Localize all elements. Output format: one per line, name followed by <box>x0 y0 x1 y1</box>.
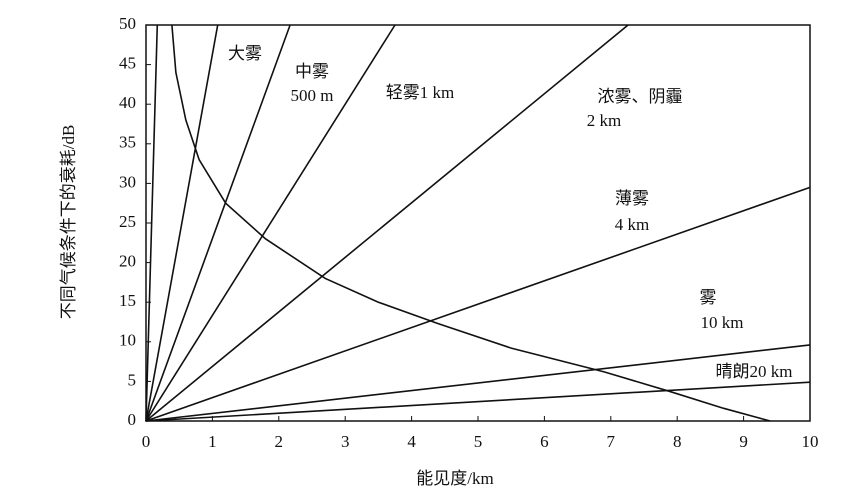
x-tick-label: 10 <box>802 432 819 451</box>
annotation: 晴朗20 km <box>716 362 793 381</box>
annotation: 中雾 <box>295 62 329 81</box>
line <box>145 24 159 422</box>
annotation: 薄雾 <box>615 189 649 208</box>
y-axis-label: 不同气候条件下的衰耗/dB <box>59 125 78 320</box>
x-tick-label: 3 <box>341 432 350 451</box>
annotation: 轻雾1 km <box>386 83 454 102</box>
y-tick-label: 5 <box>128 370 137 389</box>
y-tick-label: 0 <box>128 410 137 429</box>
x-axis-label: 能见度/km <box>416 469 493 488</box>
y-tick-label: 15 <box>119 291 136 310</box>
y-tick-label: 40 <box>119 93 136 112</box>
annotation: 4 km <box>615 215 649 234</box>
line <box>145 24 396 422</box>
y-tick-label: 25 <box>119 212 136 231</box>
annotation: 浓雾、阴霾 <box>598 87 683 106</box>
y-tick-label: 10 <box>119 331 136 350</box>
line <box>145 344 811 422</box>
y-tick-label: 45 <box>119 54 136 73</box>
x-tick-label: 8 <box>673 432 682 451</box>
x-tick-label: 0 <box>142 432 151 451</box>
x-tick-label: 9 <box>739 432 748 451</box>
line <box>145 186 811 422</box>
line <box>171 24 771 422</box>
annotation: 10 km <box>701 313 744 332</box>
y-tick-label: 50 <box>119 14 136 33</box>
x-tick-label: 1 <box>208 432 217 451</box>
y-tick-label: 20 <box>119 252 136 271</box>
annotation: 大雾 <box>228 44 262 63</box>
annotation: 500 m <box>291 86 334 105</box>
line <box>145 24 291 422</box>
annotation: 雾 <box>700 288 717 307</box>
x-tick-label: 7 <box>607 432 616 451</box>
y-tick-label: 35 <box>119 133 136 152</box>
y-tick-label: 30 <box>119 172 136 191</box>
x-tick-label: 6 <box>540 432 549 451</box>
line <box>145 381 811 422</box>
x-tick-label: 4 <box>407 432 416 451</box>
x-tick-label: 2 <box>275 432 284 451</box>
x-tick-label: 5 <box>474 432 483 451</box>
line <box>145 24 219 422</box>
line <box>145 24 629 422</box>
annotation: 2 km <box>587 111 621 130</box>
